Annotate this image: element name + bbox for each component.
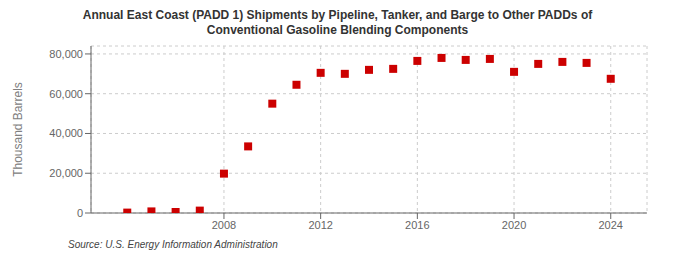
svg-text:2020: 2020 <box>502 219 526 231</box>
html-text:Annual East Coast (PADD 1) Shi: Annual East Coast (PADD 1) Shipments by … <box>82 8 593 22</box>
svg-text:20,000: 20,000 <box>49 167 83 179</box>
html-text:Conventional Gasoline Blending: Conventional Gasoline Blending Component… <box>206 23 469 37</box>
svg-text:2008: 2008 <box>212 219 236 231</box>
svg-text:80,000: 80,000 <box>49 48 83 60</box>
svg-text:60,000: 60,000 <box>49 88 83 100</box>
svg-text:40,000: 40,000 <box>49 127 83 139</box>
svg-text:Thousand Barrels: Thousand Barrels <box>11 82 25 177</box>
svg-text:2012: 2012 <box>308 219 332 231</box>
svg-text:2016: 2016 <box>405 219 429 231</box>
svg-text:0: 0 <box>77 207 83 219</box>
svg-text:2024: 2024 <box>598 219 622 231</box>
html-text:Source: U.S. Energy Informatio: Source: U.S. Energy Information Administ… <box>68 239 278 250</box>
